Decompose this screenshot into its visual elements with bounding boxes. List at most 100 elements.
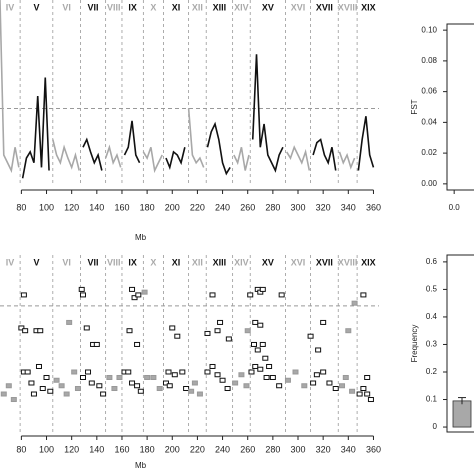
x-tick-label: 260 (240, 444, 255, 454)
point (22, 328, 29, 334)
point (135, 292, 142, 298)
point (364, 391, 371, 397)
x-tick-label: 360 (366, 202, 381, 212)
y-tick-label: 0.00 (421, 179, 437, 188)
x-axis-label: Mb (135, 461, 147, 470)
fst-line (165, 147, 186, 170)
point (360, 386, 367, 392)
fst-line (187, 108, 205, 168)
point (307, 333, 314, 339)
point (63, 391, 70, 397)
point (179, 369, 186, 375)
chromosome-label: VIII (107, 257, 121, 267)
x-tick-label: 120 (64, 202, 79, 212)
chromosome-label: XVIII (338, 2, 358, 12)
fst-line (286, 145, 311, 171)
point (244, 328, 251, 334)
x-tick-label: 0.0 (449, 203, 461, 212)
chromosome-label: XIII (213, 2, 227, 12)
y-tick-label: 0.02 (421, 148, 437, 157)
point (37, 328, 44, 334)
fst-line (338, 151, 356, 170)
point (360, 292, 367, 298)
point (259, 286, 266, 292)
point (96, 383, 103, 389)
point (364, 374, 371, 380)
chromosome-label: XVI (291, 257, 306, 267)
point (71, 369, 78, 375)
x-tick-label: 280 (265, 444, 280, 454)
chromosome-label: X (150, 2, 156, 12)
fst-line (206, 121, 231, 176)
chromosome-label: IV (6, 2, 15, 12)
chromosome-label: XVII (316, 2, 333, 12)
chromosome-label: VII (88, 2, 99, 12)
x-tick-label: 80 (16, 444, 26, 454)
point (85, 369, 92, 375)
point (100, 391, 107, 397)
point (126, 328, 133, 334)
point (292, 369, 299, 375)
point (58, 383, 65, 389)
y-axis-label: FST (410, 99, 419, 114)
x-tick-label: 160 (114, 202, 129, 212)
x-tick-label: 200 (165, 444, 180, 454)
point (30, 391, 37, 397)
y-tick-label: 0.3 (426, 340, 438, 349)
point (134, 341, 141, 347)
point (169, 325, 176, 331)
point (137, 388, 144, 394)
y-tick-label: 0 (433, 422, 438, 431)
fst-line (123, 120, 141, 164)
chromosome-label: IX (128, 257, 137, 267)
point (18, 325, 25, 331)
point (5, 383, 12, 389)
point (262, 355, 269, 361)
point (266, 363, 273, 369)
fst-line (52, 139, 80, 171)
point (162, 380, 169, 386)
chromosome-label: V (33, 2, 39, 12)
fst-line (21, 77, 50, 179)
point (214, 372, 221, 378)
y-tick-label: 0.1 (426, 395, 438, 404)
x-tick-label: 340 (341, 444, 356, 454)
point (217, 319, 224, 325)
y-tick-label: 0.4 (426, 312, 438, 321)
x-tick-label: 240 (215, 202, 230, 212)
point (43, 374, 50, 380)
point (66, 319, 73, 325)
point (251, 341, 257, 347)
point (349, 388, 356, 394)
chromosome-label: XII (192, 257, 203, 267)
x-tick-label: 160 (114, 444, 129, 454)
chromosome-label: XI (172, 257, 181, 267)
x-tick-label: 240 (215, 444, 230, 454)
x-tick-label: 260 (240, 202, 255, 212)
point (24, 369, 31, 375)
point (106, 374, 113, 380)
point (204, 369, 211, 375)
point (166, 383, 173, 389)
x-tick-label: 80 (16, 202, 26, 212)
point (183, 386, 190, 392)
plot-frame (446, 23, 474, 191)
point (83, 325, 90, 331)
point (209, 363, 216, 369)
point (79, 374, 86, 380)
point (254, 347, 261, 353)
chromosome-label: XIII (213, 257, 227, 267)
fst-line (312, 138, 337, 171)
point (339, 383, 346, 389)
point (342, 374, 349, 380)
chromosome-label: V (33, 257, 39, 267)
point (269, 374, 276, 380)
x-tick-label: 220 (190, 444, 205, 454)
y-tick-label: 0.5 (426, 285, 438, 294)
x-tick-label: 200 (165, 202, 180, 212)
point (320, 319, 327, 325)
point (174, 333, 181, 339)
point (171, 372, 178, 378)
plot-frame (446, 254, 474, 433)
point (116, 374, 123, 380)
